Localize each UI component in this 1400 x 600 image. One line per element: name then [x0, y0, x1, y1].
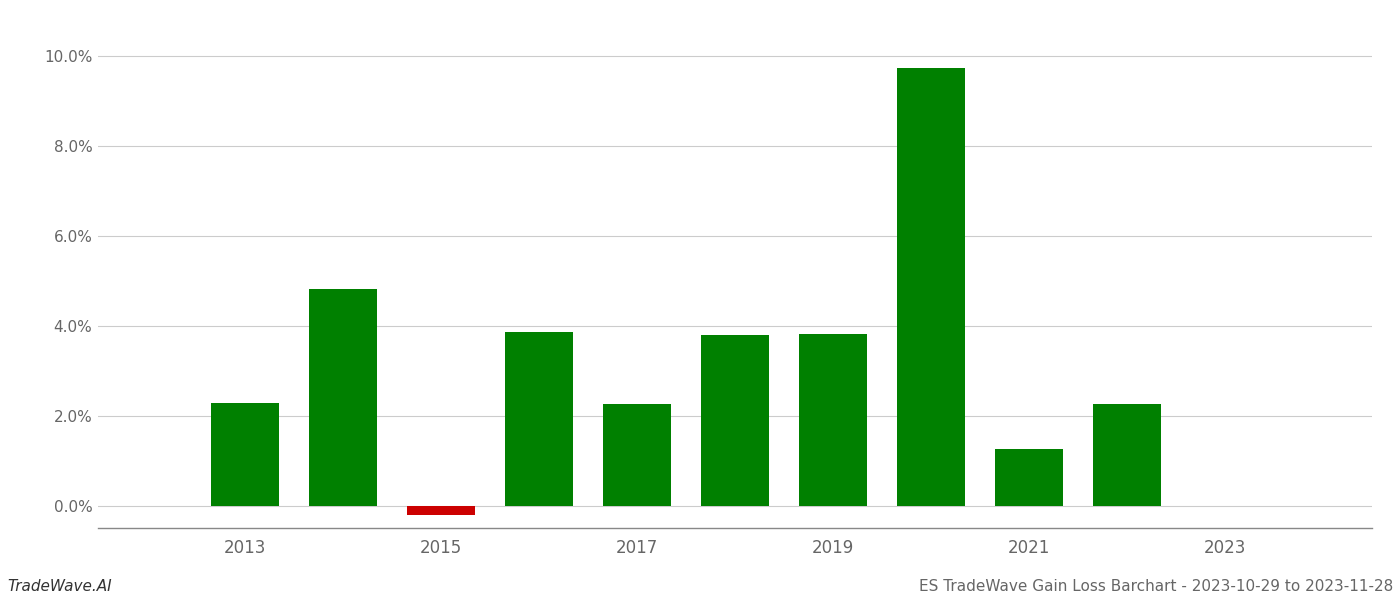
Bar	[799, 334, 868, 505]
Bar	[1093, 404, 1162, 505]
Bar	[701, 335, 770, 505]
Bar	[407, 505, 476, 514]
Text: TradeWave.AI: TradeWave.AI	[7, 579, 112, 594]
Bar	[995, 449, 1064, 505]
Bar	[603, 404, 672, 505]
Bar	[211, 403, 280, 505]
Bar	[309, 289, 378, 505]
Bar	[897, 68, 966, 505]
Bar	[505, 332, 574, 505]
Text: ES TradeWave Gain Loss Barchart - 2023-10-29 to 2023-11-28: ES TradeWave Gain Loss Barchart - 2023-1…	[918, 579, 1393, 594]
